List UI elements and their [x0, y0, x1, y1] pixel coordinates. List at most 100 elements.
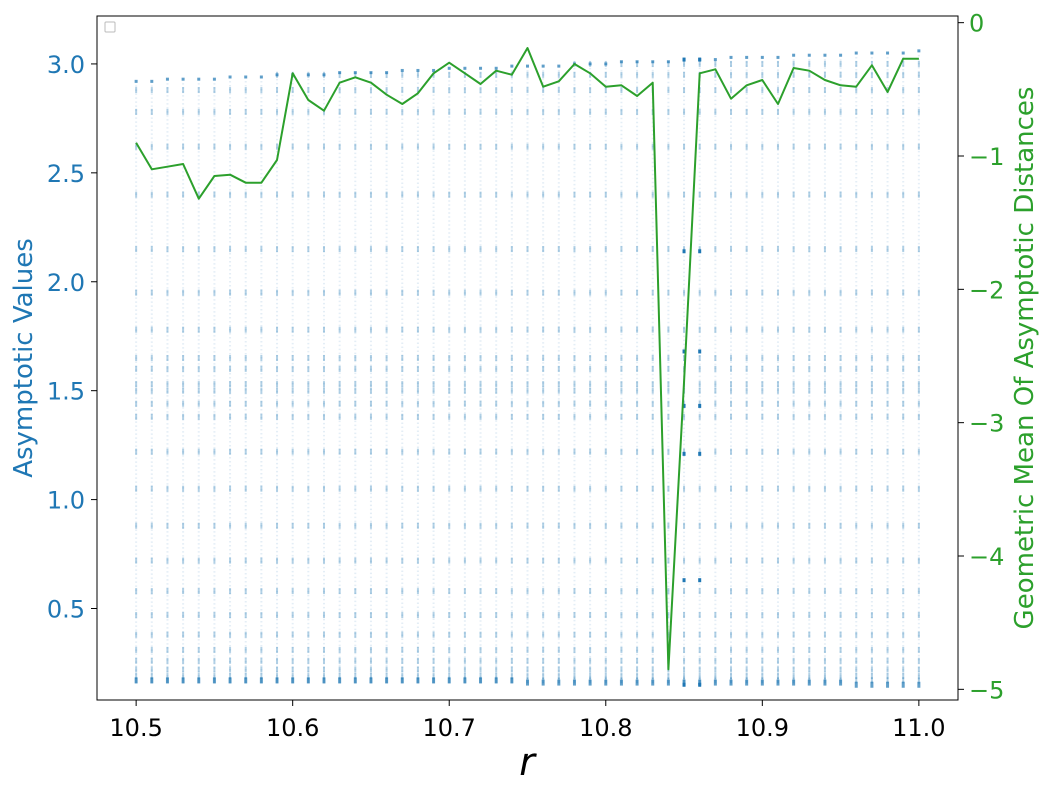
scatter-point: [510, 381, 513, 388]
scatter-point: [322, 448, 325, 455]
scatter-point: [448, 246, 451, 253]
scatter-point: [839, 87, 842, 94]
scatter-point: [244, 448, 247, 455]
scatter-column: [745, 55, 749, 686]
scatter-point: [463, 387, 466, 394]
scatter-point: [307, 631, 310, 638]
periodic-window-point: [698, 451, 702, 456]
scatter-point: [135, 387, 138, 394]
scatter-point: [683, 448, 686, 455]
scatter-point: [495, 612, 498, 619]
scatter-point: [745, 557, 748, 564]
scatter-point: [197, 631, 200, 638]
scatter-point: [276, 557, 279, 564]
scatter-point: [526, 143, 529, 150]
scatter-point: [557, 631, 560, 638]
scatter-point: [604, 448, 607, 455]
scatter-point: [479, 588, 482, 595]
scatter-point: [542, 588, 545, 595]
scatter-point: [917, 381, 920, 388]
scatter-point: [526, 588, 529, 595]
scatter-point: [291, 108, 294, 115]
scatter-point: [416, 400, 419, 407]
scatter-point: [573, 557, 576, 564]
scatter-point: [416, 71, 419, 78]
scatter-point: [667, 355, 670, 361]
scatter-point: [636, 646, 639, 653]
scatter-point: [448, 289, 451, 296]
scatter-point: [401, 646, 404, 653]
scatter-point: [166, 588, 169, 595]
scatter-point: [745, 246, 748, 253]
scatter-point: [683, 485, 686, 492]
scatter-point: [338, 631, 341, 638]
periodic-window-point: [682, 578, 686, 583]
scatter-point: [229, 657, 232, 664]
scatter-point: [667, 673, 670, 680]
scatter-point: [870, 657, 873, 664]
scatter-point: [526, 657, 529, 664]
scatter-point: [432, 646, 435, 653]
scatter-point: [432, 191, 435, 198]
scatter-point: [698, 557, 701, 564]
scatter-point: [260, 365, 263, 372]
scatter-point: [510, 522, 513, 529]
scatter-point: [244, 612, 247, 619]
scatter-point: [604, 612, 607, 619]
scatter-point: [792, 365, 795, 372]
scatter-point: [448, 355, 451, 361]
scatter-point: [745, 289, 748, 296]
scatter-point: [322, 400, 325, 407]
scatter-point: [416, 108, 419, 115]
scatter-point: [494, 66, 498, 70]
plot-frame: [96, 15, 959, 701]
scatter-point: [636, 71, 639, 78]
scatter-point: [604, 71, 607, 78]
scatter-point: [150, 191, 153, 198]
scatter-point: [369, 666, 372, 673]
scatter-point: [870, 522, 873, 529]
scatter-point: [494, 677, 498, 684]
scatter-point: [573, 673, 576, 680]
scatter-point: [401, 522, 404, 529]
scatter-point: [385, 381, 388, 388]
scatter-point: [510, 365, 513, 372]
scatter-point: [667, 413, 670, 420]
scatter-point: [416, 355, 419, 361]
scatter-point: [651, 71, 654, 78]
scatter-point: [150, 413, 153, 420]
scatter-point: [385, 71, 388, 78]
scatter-point: [244, 289, 247, 296]
scatter-point: [683, 108, 686, 115]
scatter-point: [338, 108, 341, 115]
scatter-point: [730, 588, 733, 595]
scatter-point: [369, 612, 372, 619]
scatter-point: [839, 679, 843, 686]
scatter-point: [401, 191, 404, 198]
scatter-point: [745, 55, 749, 59]
scatter-point: [369, 673, 372, 680]
scatter-point: [761, 673, 764, 680]
scatter-point: [338, 71, 342, 75]
y-right-tick-label: −2: [969, 276, 1004, 304]
scatter-point: [448, 381, 451, 388]
scatter-point: [667, 191, 670, 198]
scatter-point: [823, 666, 826, 673]
scatter-point: [870, 666, 873, 673]
scatter-point: [213, 246, 216, 253]
scatter-point: [683, 557, 686, 564]
scatter-point: [902, 108, 905, 115]
scatter-point: [291, 448, 294, 455]
scatter-point: [573, 387, 576, 394]
scatter-point: [385, 246, 388, 253]
scatter-point: [823, 657, 826, 664]
scatter-point: [620, 413, 623, 420]
scatter-point: [479, 557, 482, 564]
scatter-point: [526, 448, 529, 455]
scatter-point: [917, 355, 920, 361]
scatter-point: [620, 631, 623, 638]
scatter-point: [495, 381, 498, 388]
scatter-point: [808, 485, 811, 492]
scatter-point: [636, 355, 639, 361]
scatter-point: [244, 522, 247, 529]
